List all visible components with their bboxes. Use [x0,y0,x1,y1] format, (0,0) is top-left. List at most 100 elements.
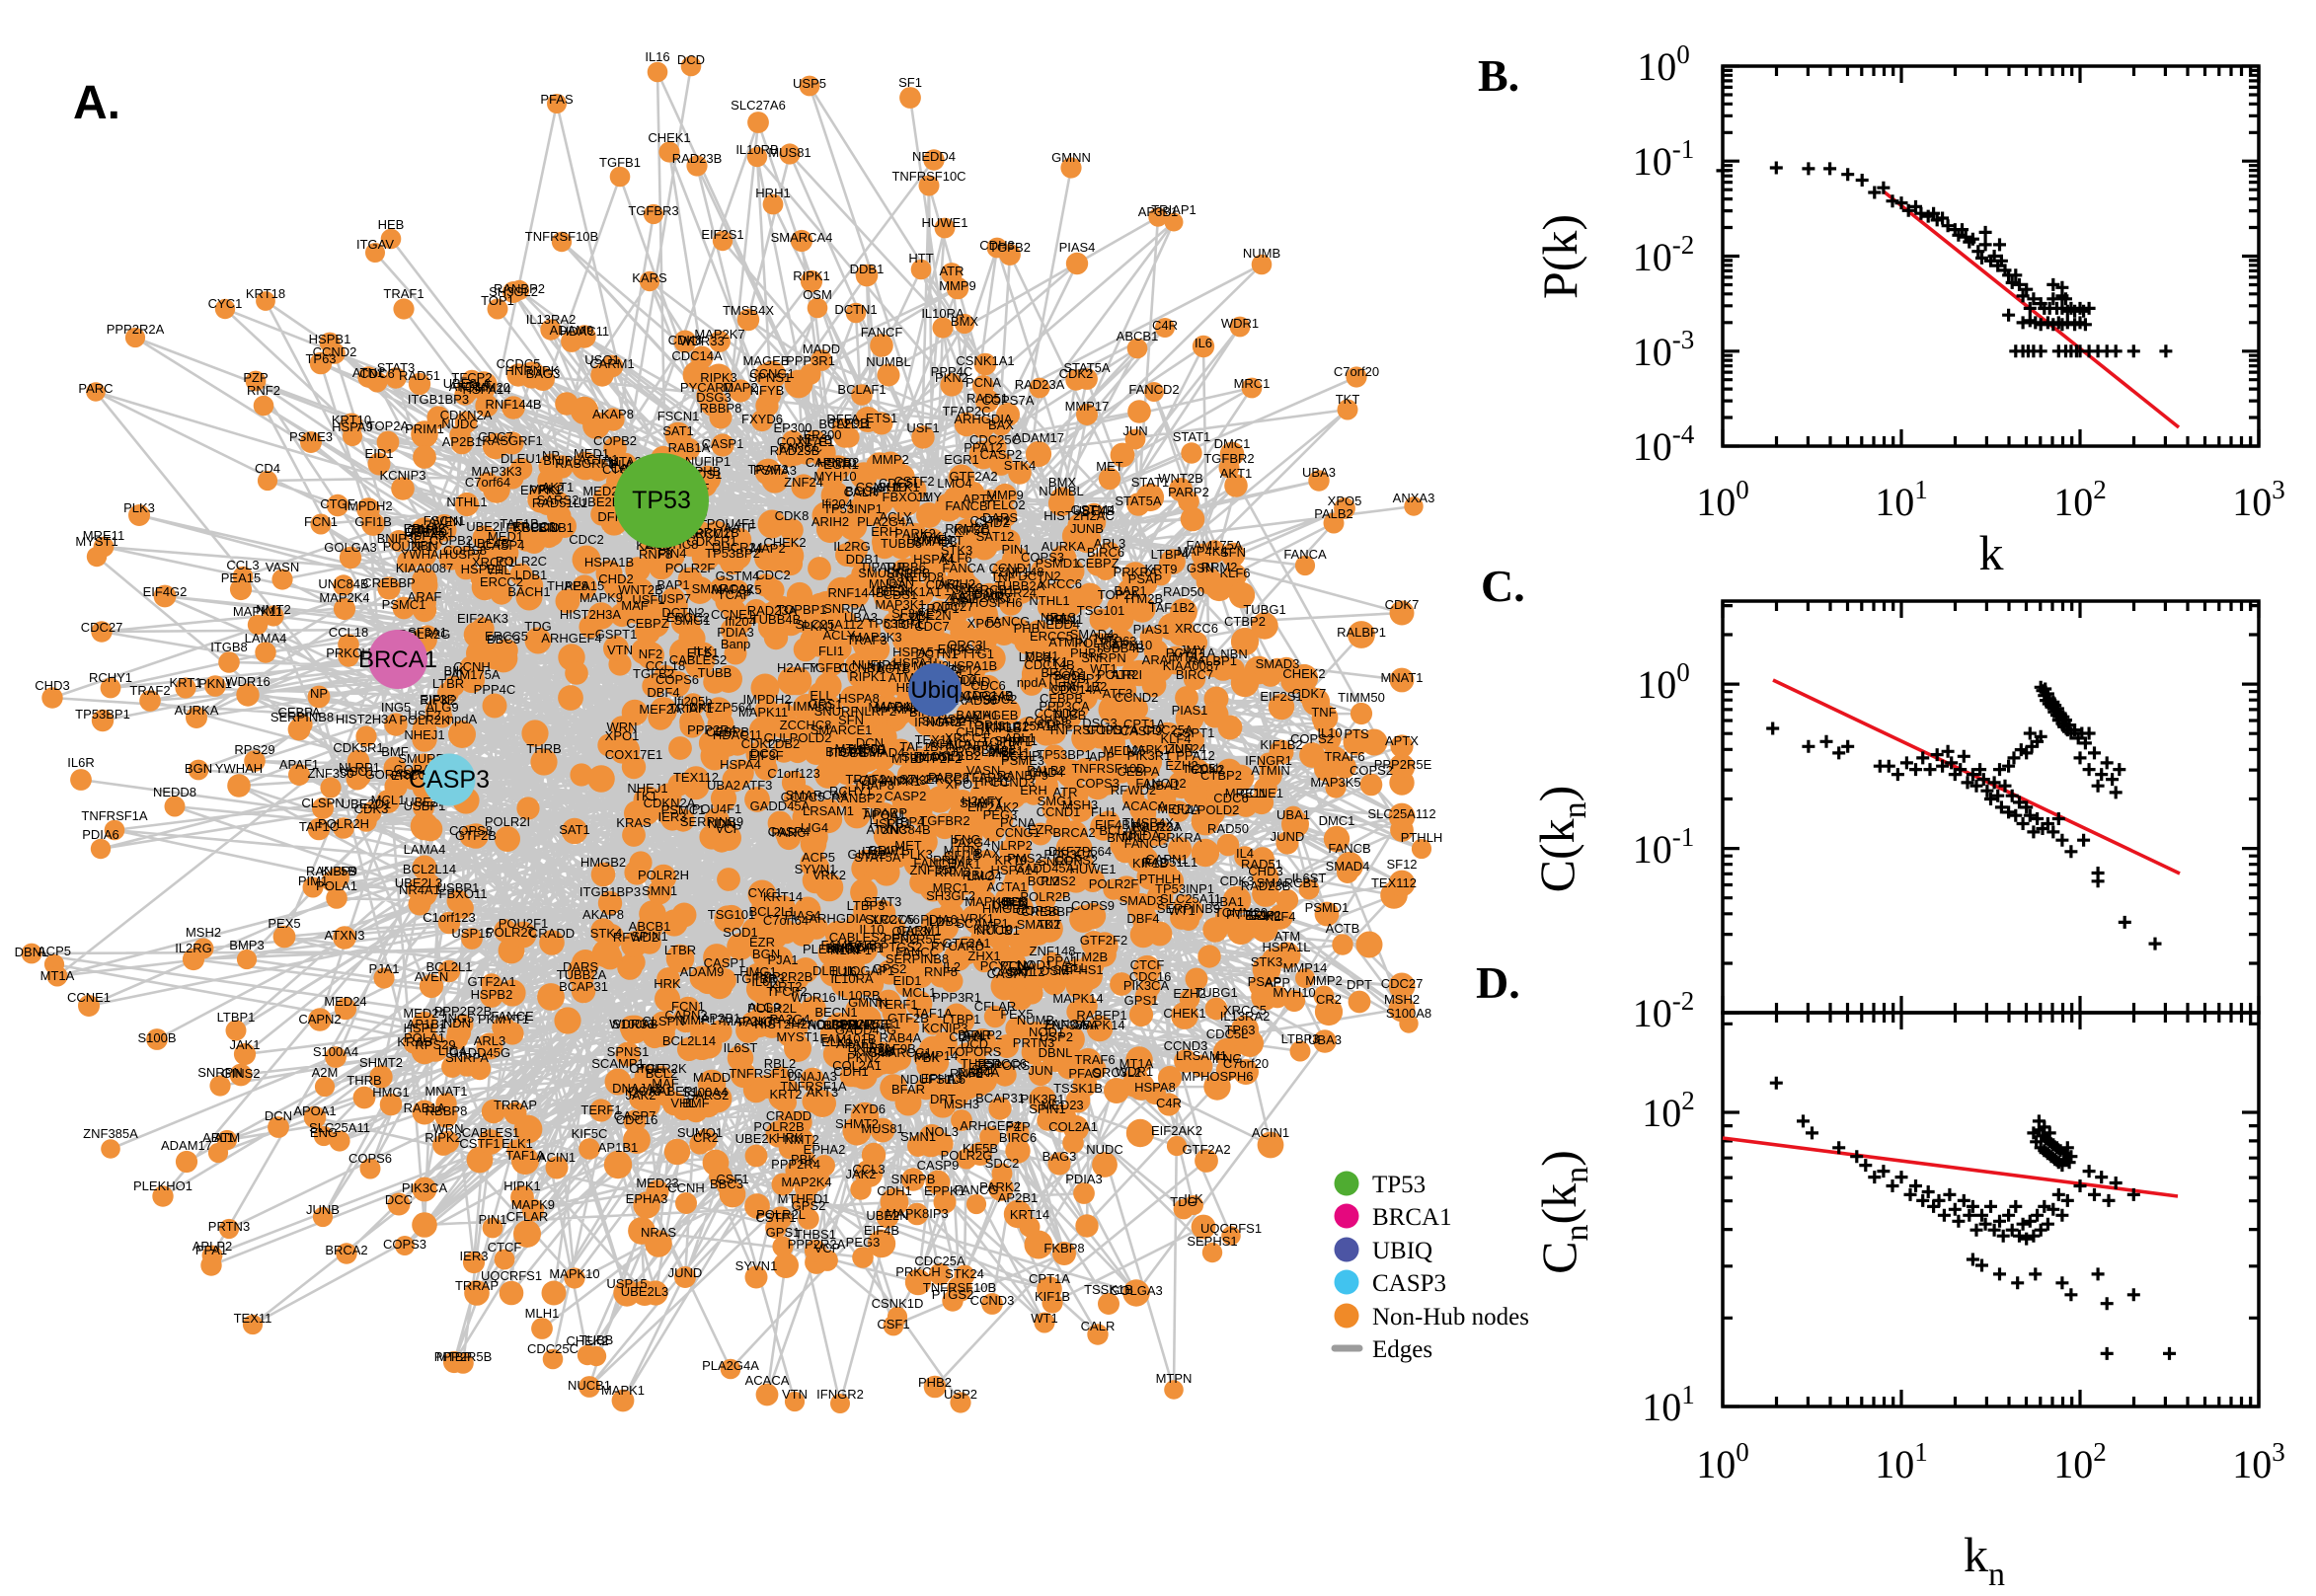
svg-text:CSF1: CSF1 [877,1317,909,1331]
svg-text:CCNE1: CCNE1 [67,990,111,1005]
svg-text:EZH2: EZH2 [1248,908,1280,923]
svg-text:CDK8: CDK8 [668,333,703,347]
svg-text:KLF6: KLF6 [941,551,971,566]
svg-text:C(kn): C(kn) [1529,786,1593,893]
svg-text:SNRPA: SNRPA [823,601,867,616]
svg-text:CEBPZ: CEBPZ [626,616,668,631]
svg-text:HUWE1: HUWE1 [1070,862,1117,876]
svg-text:CCND3: CCND3 [1164,1038,1208,1053]
svg-text:MED24: MED24 [403,1006,445,1021]
svg-text:TAF1A: TAF1A [505,1148,545,1163]
svg-text:TP53BP1: TP53BP1 [1037,747,1092,762]
svg-text:NR4A1: NR4A1 [399,882,440,897]
svg-text:MNAT1: MNAT1 [425,1084,467,1099]
svg-text:ATXN3: ATXN3 [325,928,365,943]
svg-text:AURKA: AURKA [175,703,219,718]
svg-text:TNFRSF1A: TNFRSF1A [81,808,148,823]
svg-text:SDC2: SDC2 [983,692,1018,707]
svg-text:SERPINB9: SERPINB9 [680,814,743,829]
svg-text:FCN1: FCN1 [304,514,338,529]
svg-text:MAP3K1: MAP3K1 [875,597,925,612]
svg-text:DPT: DPT [1347,977,1372,992]
svg-text:POLR2I: POLR2I [485,814,530,829]
svg-text:TOPORS: TOPORS [948,1044,1002,1059]
svg-text:TP63: TP63 [1224,1023,1255,1037]
svg-text:TUBB: TUBB [1052,708,1087,722]
svg-text:D.: D. [1476,957,1520,1008]
svg-text:STK4: STK4 [1004,458,1037,473]
svg-text:KIF5C: KIF5C [954,523,990,538]
svg-text:ZNF148: ZNF148 [1030,944,1076,958]
svg-text:ILK: ILK [1184,1191,1203,1206]
svg-text:UBE4B: UBE4B [468,536,510,551]
svg-text:npdA: npdA [447,712,478,726]
svg-text:JUND: JUND [1271,829,1305,844]
svg-text:FLI1: FLI1 [818,644,844,658]
svg-text:RIPK2: RIPK2 [420,693,457,708]
svg-text:CCNG1: CCNG1 [749,366,795,381]
svg-text:FANCD2: FANCD2 [1128,382,1179,397]
svg-text:EIF2S1: EIF2S1 [701,227,743,242]
svg-text:ACP5: ACP5 [802,850,835,865]
svg-text:USP2: USP2 [944,1387,977,1402]
svg-text:CCND3: CCND3 [970,1293,1015,1308]
svg-text:RPS29: RPS29 [234,742,274,757]
svg-text:ATF3: ATF3 [742,778,773,793]
svg-text:HSPB1: HSPB1 [309,332,351,346]
svg-text:CPT1A: CPT1A [1029,1271,1070,1286]
svg-text:C1orf123: C1orf123 [423,910,475,925]
svg-text:MMP9: MMP9 [939,278,976,293]
svg-text:HMGB2: HMGB2 [580,855,626,870]
svg-text:CSTF2: CSTF2 [893,474,934,489]
svg-text:PTHLH: PTHLH [1139,872,1182,886]
svg-text:IL13RA2: IL13RA2 [1220,1009,1271,1024]
svg-text:BACH1: BACH1 [507,584,550,599]
svg-text:PSME3: PSME3 [289,429,333,444]
svg-text:PALB2: PALB2 [1314,506,1353,521]
svg-text:HEB: HEB [378,217,405,232]
svg-text:PDIA6: PDIA6 [82,827,119,842]
svg-text:MAP3K5: MAP3K5 [1310,775,1360,790]
svg-text:TFAP2C: TFAP2C [942,404,990,418]
svg-text:CDKN2A: CDKN2A [644,796,696,810]
svg-text:PEX5: PEX5 [268,916,300,931]
svg-text:TIMM50: TIMM50 [1338,690,1385,705]
svg-text:COX17E1: COX17E1 [605,747,663,762]
svg-text:STAT1: STAT1 [1173,429,1211,444]
svg-text:PIK3CA: PIK3CA [402,1180,448,1195]
svg-text:RAB1A: RAB1A [668,440,711,455]
svg-text:S100A8: S100A8 [1386,1006,1431,1021]
svg-text:SNRPA: SNRPA [445,1050,489,1065]
svg-text:PRTN3: PRTN3 [208,1219,250,1234]
svg-text:KRT18: KRT18 [246,286,285,301]
svg-text:LRSAM1: LRSAM1 [803,803,854,818]
svg-text:TIPARP: TIPARP [862,805,907,820]
svg-text:GSTM4: GSTM4 [716,569,760,583]
svg-text:WDR16: WDR16 [225,674,270,689]
svg-text:MET: MET [1096,459,1123,474]
svg-text:BCL2: BCL2 [646,1066,678,1081]
svg-text:CEBPA: CEBPA [277,705,320,720]
svg-text:IER3: IER3 [460,1249,489,1263]
svg-text:PSAP: PSAP [1248,974,1282,989]
svg-text:JUNB: JUNB [306,1202,340,1217]
svg-text:POLR2F: POLR2F [665,561,716,575]
svg-text:MMP2: MMP2 [872,452,909,467]
svg-text:k: k [1979,525,2004,580]
svg-text:NHEJ1: NHEJ1 [404,727,444,742]
svg-text:SMAD2: SMAD2 [922,714,966,728]
svg-text:ARHGDIA: ARHGDIA [809,911,868,926]
svg-text:TUBB: TUBB [698,665,733,680]
svg-text:BMF: BMF [682,1096,710,1110]
svg-text:ENG: ENG [310,1125,338,1140]
svg-text:TNF: TNF [1311,705,1336,720]
svg-text:PARP2: PARP2 [1168,485,1209,499]
svg-text:CR2: CR2 [1316,992,1342,1007]
svg-text:IMPDH2: IMPDH2 [344,498,392,513]
svg-text:HSPA8: HSPA8 [1134,1080,1176,1095]
svg-text:EIF4G2: EIF4G2 [143,584,188,599]
svg-text:EIF4G2: EIF4G2 [938,642,982,656]
svg-text:ZHX1: ZHX1 [944,591,976,606]
svg-text:MMP14: MMP14 [1283,960,1328,975]
svg-text:CDC6: CDC6 [1213,791,1248,805]
